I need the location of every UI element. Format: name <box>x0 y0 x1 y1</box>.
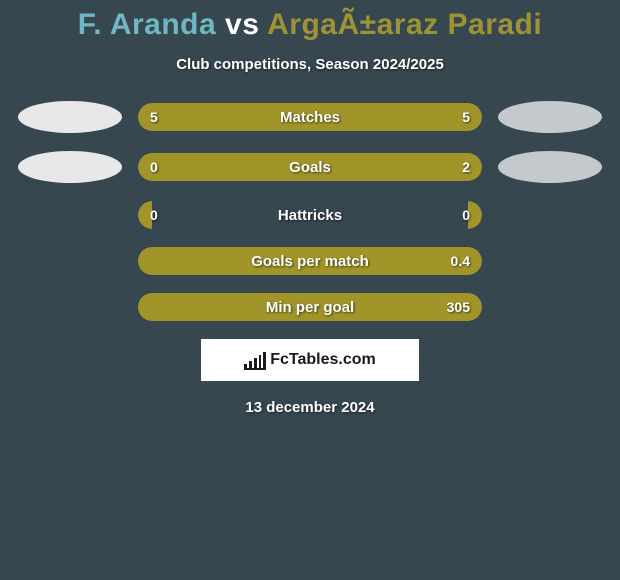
stat-bar: Goals per match0.4 <box>138 247 482 275</box>
stat-bar: 0Goals2 <box>138 153 482 181</box>
logo-chart-icon <box>244 350 266 370</box>
title-player1: F. Aranda <box>78 8 216 41</box>
stat-row: Min per goal305 <box>0 293 620 321</box>
bar-value-right: 5 <box>462 103 470 131</box>
stat-row: 0Goals2 <box>0 151 620 183</box>
logo-text: FcTables.com <box>270 351 376 369</box>
stat-row: Goals per match0.4 <box>0 247 620 275</box>
page-title: F. Aranda vs ArgaÃ±araz Paradi <box>0 8 620 42</box>
bar-label: Matches <box>138 103 482 131</box>
bar-label: Min per goal <box>138 293 482 321</box>
stat-bar: 5Matches5 <box>138 103 482 131</box>
stat-row: 0Hattricks0 <box>0 201 620 229</box>
bar-label: Hattricks <box>138 201 482 229</box>
bar-value-right: 0 <box>462 201 470 229</box>
stat-row: 5Matches5 <box>0 101 620 133</box>
title-player2: ArgaÃ±araz Paradi <box>267 8 542 41</box>
bar-value-right: 0.4 <box>451 247 470 275</box>
avatar-left <box>18 151 122 183</box>
title-vs: vs <box>225 8 259 41</box>
subtitle: Club competitions, Season 2024/2025 <box>0 56 620 73</box>
avatar-right <box>498 101 602 133</box>
stat-bar: Min per goal305 <box>138 293 482 321</box>
bar-label: Goals <box>138 153 482 181</box>
bar-value-right: 2 <box>462 153 470 181</box>
comparison-container: F. Aranda vs ArgaÃ±araz Paradi Club comp… <box>0 0 620 416</box>
logo-box: FcTables.com <box>201 339 419 381</box>
bar-value-right: 305 <box>447 293 470 321</box>
date: 13 december 2024 <box>0 399 620 416</box>
avatar-left <box>18 101 122 133</box>
bar-label: Goals per match <box>138 247 482 275</box>
stat-rows: 5Matches50Goals20Hattricks0Goals per mat… <box>0 101 620 321</box>
avatar-right <box>498 151 602 183</box>
stat-bar: 0Hattricks0 <box>138 201 482 229</box>
